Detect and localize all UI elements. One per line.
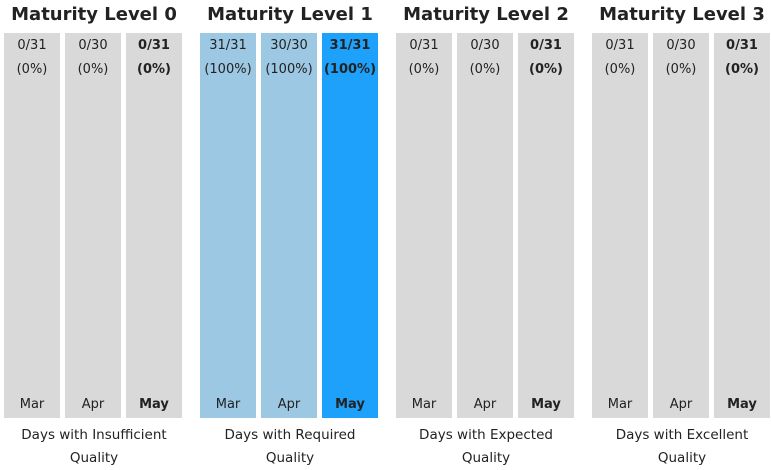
level-group: Maturity Level 0 0/31 (0%) Mar 0/30 (0%) Apr 0/… bbox=[4, 0, 184, 468]
day-percent: (0%) bbox=[725, 62, 759, 77]
month-column: 31/31 (100%) Mar bbox=[200, 33, 256, 418]
level-title: Maturity Level 2 bbox=[403, 4, 569, 25]
month-label: May bbox=[139, 397, 169, 412]
day-count: 0/31 bbox=[726, 38, 758, 53]
day-count: 0/31 bbox=[530, 38, 562, 53]
day-count: 30/30 bbox=[270, 38, 308, 53]
day-count: 31/31 bbox=[209, 38, 247, 53]
day-count: 0/30 bbox=[470, 38, 500, 53]
day-percent: (0%) bbox=[529, 62, 563, 77]
day-percent: (0%) bbox=[469, 62, 501, 77]
level-caption: Days with Insufficient Quality bbox=[21, 427, 167, 466]
month-label: Apr bbox=[277, 397, 301, 412]
level-group: Maturity Level 3 0/31 (0%) Mar 0/30 (0%) Apr 0/… bbox=[592, 0, 771, 468]
day-count: 0/31 bbox=[138, 38, 170, 53]
day-percent: (0%) bbox=[604, 62, 636, 77]
month-column: 0/31 (0%) Mar bbox=[396, 33, 452, 418]
month-label: Apr bbox=[473, 397, 497, 412]
level-caption: Days with Expected Quality bbox=[419, 427, 553, 466]
level-caption: Days with Excellent Quality bbox=[615, 427, 749, 466]
day-percent: (0%) bbox=[137, 62, 171, 77]
day-percent: (100%) bbox=[265, 62, 313, 77]
month-column: 0/31 (0%) Mar bbox=[592, 33, 648, 418]
level-title: Maturity Level 3 bbox=[599, 4, 765, 25]
day-percent: (100%) bbox=[204, 62, 252, 77]
day-percent: (0%) bbox=[665, 62, 697, 77]
month-column: 31/31 (100%) May bbox=[322, 33, 378, 418]
level-title: Maturity Level 1 bbox=[207, 4, 373, 25]
level-group: Maturity Level 1 31/31 (100%) Mar 30/30 (100%… bbox=[200, 0, 380, 468]
day-count: 0/31 bbox=[17, 38, 47, 53]
month-column: 0/31 (0%) May bbox=[518, 33, 574, 418]
month-column: 0/31 (0%) Mar bbox=[4, 33, 60, 418]
month-label: Mar bbox=[411, 397, 437, 412]
month-label: Mar bbox=[607, 397, 633, 412]
month-label: May bbox=[727, 397, 757, 412]
month-label: Apr bbox=[81, 397, 105, 412]
month-column: 0/31 (0%) May bbox=[714, 33, 770, 418]
month-column: 0/31 (0%) May bbox=[126, 33, 182, 418]
day-percent: (0%) bbox=[77, 62, 109, 77]
day-count: 0/30 bbox=[666, 38, 696, 53]
level-caption: Days with Required Quality bbox=[224, 427, 356, 466]
month-label: Mar bbox=[19, 397, 45, 412]
day-count: 0/30 bbox=[78, 38, 108, 53]
month-label: Mar bbox=[215, 397, 241, 412]
day-count: 0/31 bbox=[605, 38, 635, 53]
level-title: Maturity Level 0 bbox=[11, 4, 177, 25]
day-percent: (0%) bbox=[16, 62, 48, 77]
month-column: 30/30 (100%) Apr bbox=[261, 33, 317, 418]
level-group: Maturity Level 2 0/31 (0%) Mar 0/30 (0%) Apr 0/… bbox=[396, 0, 576, 468]
month-column: 0/30 (0%) Apr bbox=[653, 33, 709, 418]
month-column: 0/30 (0%) Apr bbox=[65, 33, 121, 418]
day-count: 31/31 bbox=[329, 38, 371, 53]
day-percent: (0%) bbox=[408, 62, 440, 77]
day-count: 0/31 bbox=[409, 38, 439, 53]
month-column: 0/30 (0%) Apr bbox=[457, 33, 513, 418]
month-label: May bbox=[531, 397, 561, 412]
month-label: Apr bbox=[669, 397, 693, 412]
day-percent: (100%) bbox=[323, 62, 377, 77]
month-label: May bbox=[335, 397, 365, 412]
